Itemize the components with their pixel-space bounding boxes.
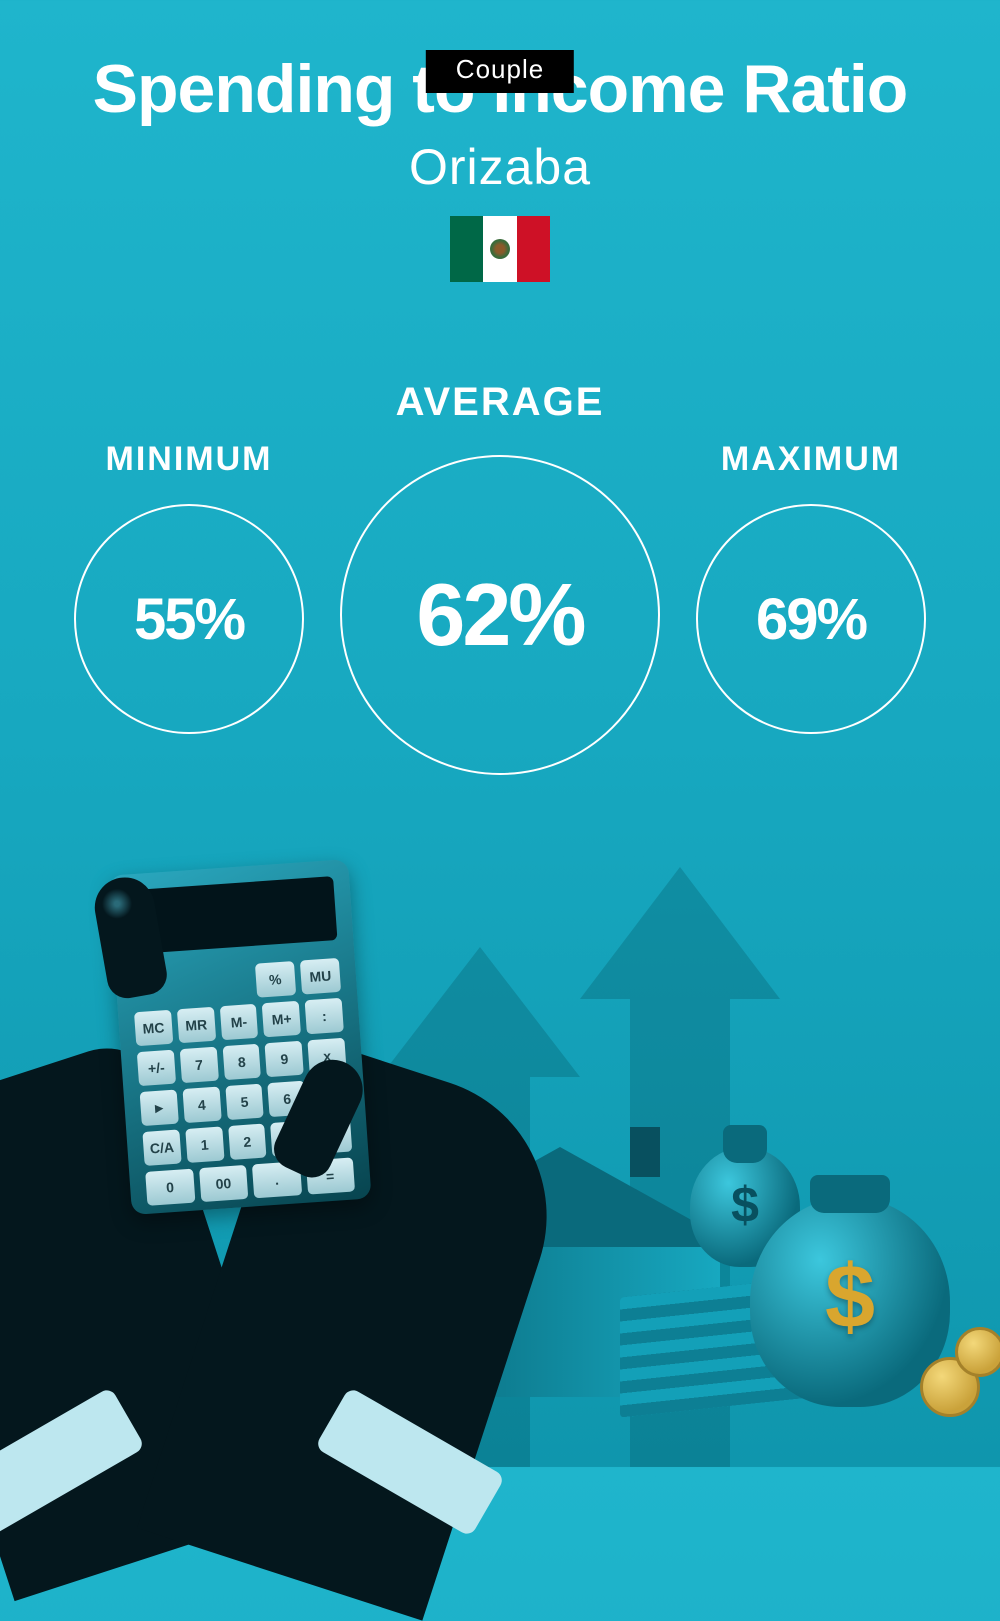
minimum-label: MINIMUM	[106, 440, 273, 479]
calc-key: 00	[199, 1165, 249, 1202]
maximum-label: MAXIMUM	[721, 440, 901, 479]
metrics-row: MINIMUM 55% AVERAGE 62% MAXIMUM 69%	[0, 370, 1000, 775]
calc-key: 8	[222, 1044, 261, 1080]
calc-key: 0	[145, 1169, 195, 1206]
flag-stripe-red	[517, 216, 550, 282]
calc-key: 7	[180, 1047, 219, 1083]
illustration-scene: $ $ % MU MC MR M- M+ : +/-	[0, 817, 1000, 1467]
flag-stripe-white	[483, 216, 516, 282]
average-value-circle: 62%	[340, 455, 660, 775]
calc-key: C/A	[142, 1129, 181, 1165]
calc-key: ►	[140, 1090, 179, 1126]
flag-stripe-green	[450, 216, 483, 282]
bag-top-icon	[723, 1125, 767, 1163]
calc-key: :	[305, 998, 344, 1034]
calc-key: 2	[228, 1124, 267, 1160]
maximum-value-circle: 69%	[696, 504, 926, 734]
coin-icon	[955, 1327, 1000, 1377]
mexico-flag-icon	[450, 216, 550, 282]
calc-key: MU	[300, 958, 341, 995]
calc-key: 4	[182, 1087, 221, 1123]
dollar-sign-icon: $	[825, 1246, 875, 1349]
metric-maximum: MAXIMUM 69%	[696, 370, 926, 734]
calc-key: +/-	[137, 1050, 176, 1086]
dollar-sign-icon: $	[731, 1176, 759, 1234]
metric-average: AVERAGE 62%	[340, 370, 660, 775]
calc-key: 5	[225, 1084, 264, 1120]
calc-key: M+	[262, 1001, 301, 1037]
calc-key: %	[255, 961, 296, 998]
calc-key: 1	[185, 1126, 224, 1162]
metric-minimum: MINIMUM 55%	[74, 370, 304, 734]
hands-holding-calculator-icon: % MU MC MR M- M+ : +/- 7 8 9 x ► 4 5 6	[0, 867, 510, 1507]
category-badge: Couple	[426, 50, 574, 93]
money-bag-large-icon: $	[750, 1197, 950, 1407]
average-label: AVERAGE	[396, 380, 605, 425]
calc-key: MC	[134, 1010, 173, 1046]
calc-key: 9	[265, 1041, 304, 1077]
calc-key: MR	[177, 1007, 216, 1043]
minimum-value-circle: 55%	[74, 504, 304, 734]
calc-key: M-	[219, 1004, 258, 1040]
bag-top-icon	[810, 1175, 890, 1213]
city-subtitle: Orizaba	[0, 138, 1000, 196]
flag-emblem-icon	[490, 239, 510, 259]
